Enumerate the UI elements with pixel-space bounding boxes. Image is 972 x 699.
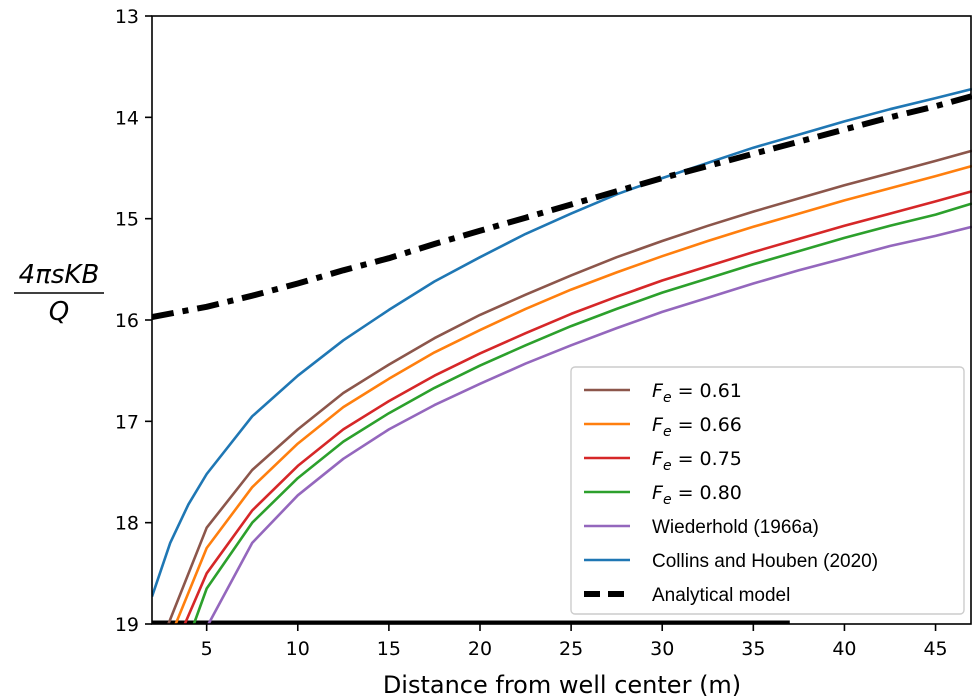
x-tick-label: 5 — [201, 638, 213, 660]
x-axis-ticks: 5 10 15 20 25 30 35 40 45 — [201, 624, 948, 660]
y-axis-ticks: 13 14 15 16 17 18 19 — [115, 6, 152, 636]
y-tick-label: 15 — [115, 209, 139, 231]
series-line-5 — [152, 87, 972, 598]
series-layer — [152, 87, 972, 624]
legend-label-4: Wiederhold (1966a) — [652, 517, 819, 538]
legend-label-2: Fe = 0.75 — [652, 448, 742, 474]
x-tick-label: 25 — [559, 638, 583, 660]
x-tick-label: 40 — [832, 638, 856, 660]
y-axis-title: 4πsKB Q — [14, 260, 104, 327]
series-line-4 — [207, 225, 972, 624]
legend: Fe = 0.61 Fe = 0.66 Fe = 0.75 Fe = 0.80 Wied… — [570, 366, 965, 615]
y-axis-title-denominator: Q — [49, 297, 69, 327]
y-tick-label: 14 — [115, 107, 139, 129]
series-line-2 — [183, 190, 972, 624]
plot-area — [151, 15, 972, 625]
x-tick-label: 35 — [741, 638, 765, 660]
x-tick-label: 10 — [286, 638, 310, 660]
y-axis-title-numerator: 4πsKB — [19, 260, 100, 290]
x-tick-label: 30 — [650, 638, 674, 660]
legend-label-6: Analytical model — [652, 585, 790, 606]
legend-label-5: Collins and Houben (2020) — [652, 551, 878, 572]
y-tick-label: 18 — [115, 513, 139, 535]
legend-label-0: Fe = 0.61 — [652, 380, 742, 406]
series-line-1 — [174, 164, 972, 624]
x-axis-title: Distance from well center (m) — [383, 671, 741, 699]
x-tick-label: 15 — [377, 638, 401, 660]
x-tick-label: 45 — [923, 638, 947, 660]
y-tick-label: 19 — [115, 614, 139, 636]
series-line-0 — [167, 149, 972, 624]
legend-label-1: Fe = 0.66 — [652, 414, 742, 440]
y-tick-label: 13 — [115, 6, 139, 28]
x-tick-label: 20 — [468, 638, 492, 660]
y-tick-label: 17 — [115, 411, 139, 433]
y-tick-label: 16 — [115, 310, 139, 332]
legend-label-3: Fe = 0.80 — [652, 482, 742, 508]
series-line-3 — [192, 202, 972, 624]
series-line-6 — [152, 93, 972, 320]
legend-box — [570, 366, 965, 615]
